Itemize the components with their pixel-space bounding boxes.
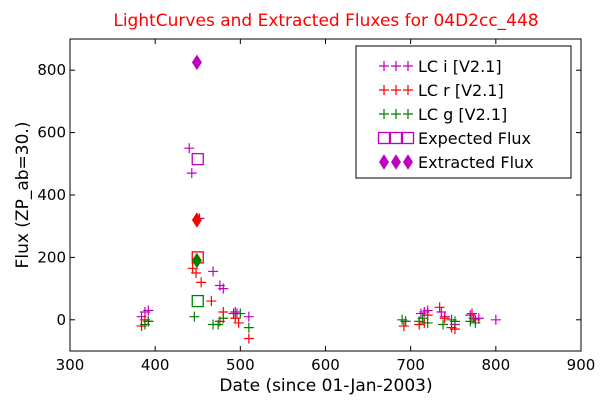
data-point (398, 321, 409, 332)
data-point (186, 168, 197, 179)
data-point (189, 311, 200, 322)
data-point (196, 277, 207, 288)
data-point (243, 322, 254, 333)
data-point (438, 319, 449, 330)
legend-marker (401, 131, 415, 145)
x-axis-label: Date (since 01-Jan-2003) (219, 376, 432, 396)
legend-label: LC r [V2.1] (418, 81, 504, 100)
legend-marker (403, 61, 413, 71)
y-tick-label: 0 (56, 311, 66, 329)
legend-marker (403, 154, 413, 170)
data-point (422, 317, 433, 328)
data-point (243, 333, 254, 344)
legend-marker (389, 131, 403, 145)
extracted-flux-r (191, 212, 202, 228)
data-point (465, 316, 476, 327)
data-point (490, 314, 501, 325)
data-point (143, 305, 154, 316)
legend-marker (391, 85, 401, 95)
data-point (213, 319, 224, 330)
data-point (143, 316, 154, 327)
data-point (233, 317, 244, 328)
legend-marker (403, 85, 413, 95)
data-point (466, 308, 477, 319)
data-point (206, 296, 217, 307)
data-point (449, 316, 460, 327)
legend-marker (391, 61, 401, 71)
y-axis-label: Flux (ZP_ab=30.) (13, 122, 33, 269)
legend-marker (379, 154, 389, 170)
legend-label: Expected Flux (418, 129, 531, 148)
legend-marker (377, 131, 391, 145)
data-point (434, 302, 445, 313)
legend: LC i [V2.1] LC r [V2.1] LC g [V2.1] Expecte… (355, 45, 572, 179)
expected-flux-g (191, 294, 204, 308)
extracted-flux-g (191, 252, 202, 269)
data-point (400, 316, 411, 327)
data-point (470, 317, 481, 328)
x-tick-label: 700 (396, 356, 425, 374)
y-tick-label: 200 (37, 248, 66, 266)
legend-marker (379, 85, 389, 95)
x-tick-label: 800 (482, 356, 511, 374)
data-point (191, 54, 202, 71)
data-point (218, 283, 229, 294)
chart-title: LightCurves and Extracted Fluxes for 04D… (113, 11, 538, 31)
legend-marker (391, 154, 401, 170)
legend-box (355, 45, 572, 179)
legend-marker (403, 109, 413, 119)
legend-label: Extracted Flux (418, 153, 534, 172)
data-point (191, 268, 202, 278)
legend-marker (379, 109, 389, 119)
axis-ticks: 300 400 500 600 700 800 900 0 200 400 600 800 (37, 39, 595, 374)
y-tick-label: 800 (37, 61, 66, 79)
data-point (235, 308, 246, 319)
legend-label: LC g [V2.1] (418, 105, 507, 124)
x-tick-label: 500 (226, 356, 255, 374)
x-tick-label: 600 (311, 356, 340, 374)
data-point (218, 313, 229, 324)
legend-marker (379, 61, 389, 71)
data-point (208, 266, 219, 277)
data-point (243, 311, 254, 322)
data-point (191, 152, 204, 166)
plot-marks (136, 54, 501, 344)
y-tick-label: 600 (37, 124, 66, 142)
legend-marker (391, 109, 401, 119)
data-point (184, 143, 195, 154)
y-tick-label: 400 (37, 186, 66, 204)
x-tick-label: 900 (567, 356, 596, 374)
legend-label: LC i [V2.1] (418, 57, 502, 76)
x-tick-label: 300 (56, 356, 85, 374)
data-point (439, 313, 450, 324)
x-tick-label: 400 (141, 356, 170, 374)
data-point (417, 313, 428, 324)
